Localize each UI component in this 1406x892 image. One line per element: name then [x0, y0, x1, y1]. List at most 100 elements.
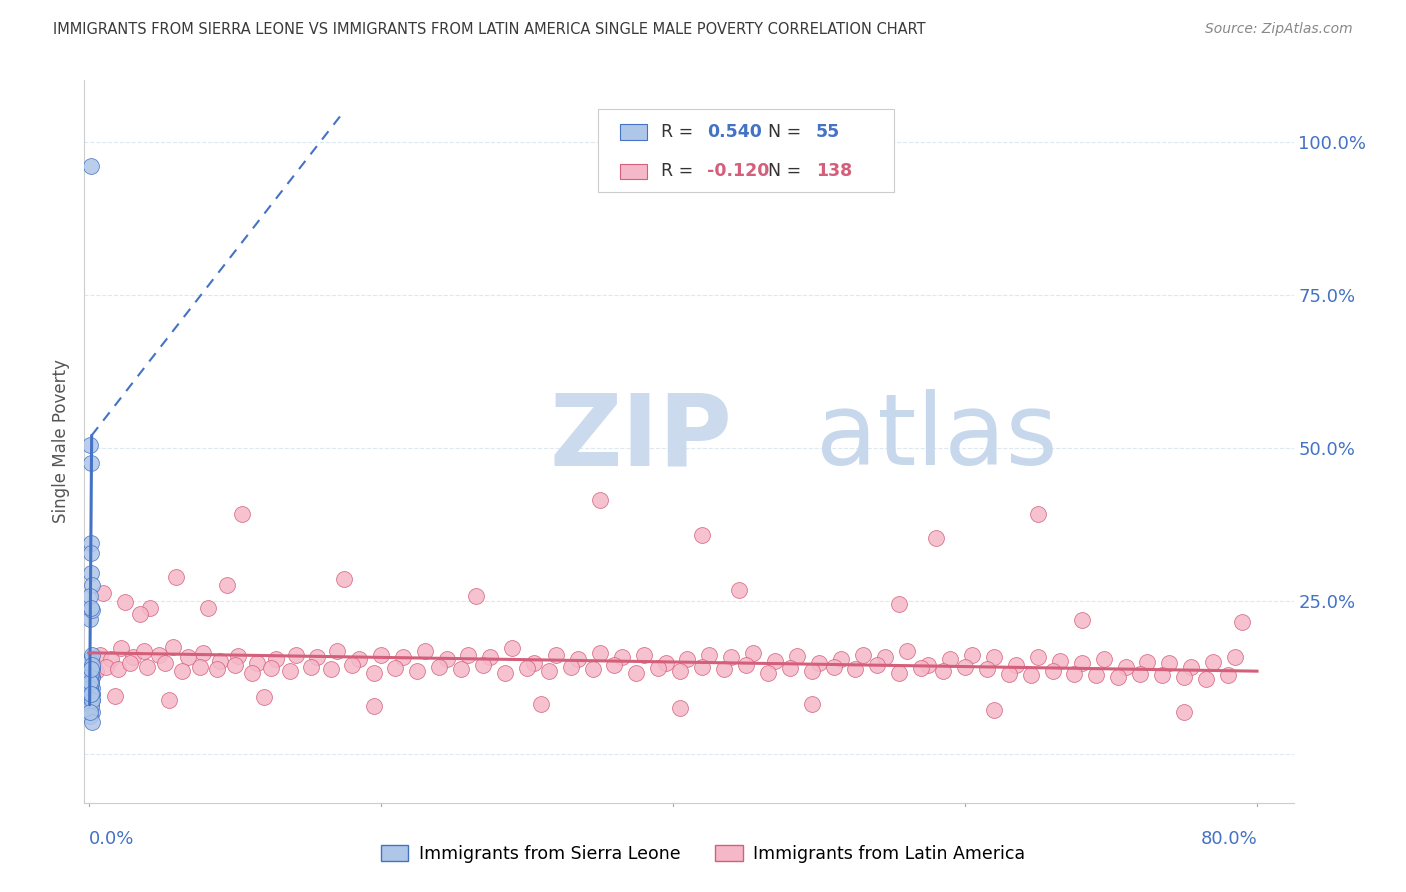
Point	[1005, 658, 1028, 673]
Point	[80, 689, 103, 703]
Point	[1216, 668, 1239, 682]
Point	[1202, 655, 1225, 669]
Point	[1223, 650, 1246, 665]
Text: -0.120: -0.120	[707, 162, 769, 180]
Point	[80, 699, 103, 714]
Point	[285, 648, 308, 662]
Point	[939, 652, 962, 666]
Point	[136, 660, 159, 674]
Point	[910, 661, 932, 675]
Point	[79, 703, 101, 717]
Text: 80.0%: 80.0%	[1201, 830, 1257, 848]
Point	[436, 652, 458, 666]
Point	[82, 687, 104, 701]
Point	[581, 662, 603, 676]
Point	[326, 644, 349, 658]
Point	[80, 566, 103, 581]
Point	[1159, 656, 1181, 670]
Point	[107, 662, 129, 676]
Point	[188, 660, 211, 674]
Point	[530, 697, 553, 711]
Point	[589, 646, 612, 660]
Point	[756, 665, 779, 680]
Point	[633, 648, 655, 662]
Text: 0.540: 0.540	[707, 123, 762, 142]
Point	[80, 674, 103, 689]
Point	[1019, 668, 1042, 682]
Point	[79, 667, 101, 681]
Point	[79, 681, 101, 695]
Point	[720, 650, 742, 665]
Point	[224, 658, 246, 673]
Point	[79, 589, 101, 603]
Point	[347, 652, 370, 666]
Point	[209, 654, 232, 668]
Point	[589, 492, 612, 507]
Point	[89, 648, 111, 662]
Point	[80, 680, 103, 694]
Point	[240, 665, 263, 680]
Point	[830, 652, 852, 666]
Point	[79, 695, 101, 709]
Point	[80, 658, 103, 673]
Point	[866, 658, 889, 673]
Point	[953, 660, 976, 674]
Point	[654, 656, 676, 670]
Point	[79, 674, 101, 689]
Point	[560, 660, 582, 674]
Point	[427, 660, 450, 674]
Text: IMMIGRANTS FROM SIERRA LEONE VS IMMIGRANTS FROM LATIN AMERICA SINGLE MALE POVERT: IMMIGRANTS FROM SIERRA LEONE VS IMMIGRAN…	[53, 22, 927, 37]
Text: R =: R =	[661, 123, 699, 142]
Point	[567, 652, 589, 666]
Point	[1026, 650, 1049, 665]
Point	[177, 650, 200, 665]
Point	[516, 661, 538, 675]
Point	[889, 665, 911, 680]
Point	[110, 641, 132, 656]
Point	[104, 689, 127, 703]
Point	[464, 589, 486, 603]
Point	[139, 601, 162, 615]
Point	[100, 652, 122, 666]
Point	[197, 601, 219, 615]
Point	[1232, 615, 1254, 630]
Point	[333, 572, 356, 586]
Point	[79, 693, 101, 707]
Point	[1085, 668, 1108, 682]
Point	[114, 595, 136, 609]
Point	[278, 664, 301, 678]
Point	[1173, 705, 1195, 719]
Point	[80, 601, 103, 615]
Text: 55: 55	[815, 123, 841, 142]
Point	[79, 612, 101, 626]
Point	[80, 693, 103, 707]
Point	[80, 687, 103, 701]
Text: ZIP: ZIP	[550, 390, 733, 486]
Point	[523, 656, 546, 670]
Point	[713, 662, 735, 676]
Point	[925, 531, 948, 545]
Point	[917, 658, 939, 673]
Point	[450, 662, 472, 676]
Point	[260, 661, 283, 675]
Point	[80, 697, 103, 711]
Point	[544, 648, 567, 662]
Text: N =: N =	[768, 123, 806, 142]
Point	[690, 527, 713, 541]
Point	[79, 670, 101, 684]
Point	[93, 586, 115, 600]
Point	[1107, 670, 1129, 684]
Point	[134, 644, 156, 658]
Point	[80, 714, 103, 729]
Point	[479, 650, 502, 665]
Point	[165, 570, 187, 584]
Point	[96, 660, 118, 674]
Point	[363, 699, 385, 714]
Point	[1195, 672, 1218, 686]
Point	[406, 664, 429, 678]
Y-axis label: Single Male Poverty: Single Male Poverty	[52, 359, 70, 524]
Point	[217, 578, 239, 592]
Point	[305, 650, 328, 665]
Point	[79, 705, 101, 719]
Point	[80, 670, 103, 684]
